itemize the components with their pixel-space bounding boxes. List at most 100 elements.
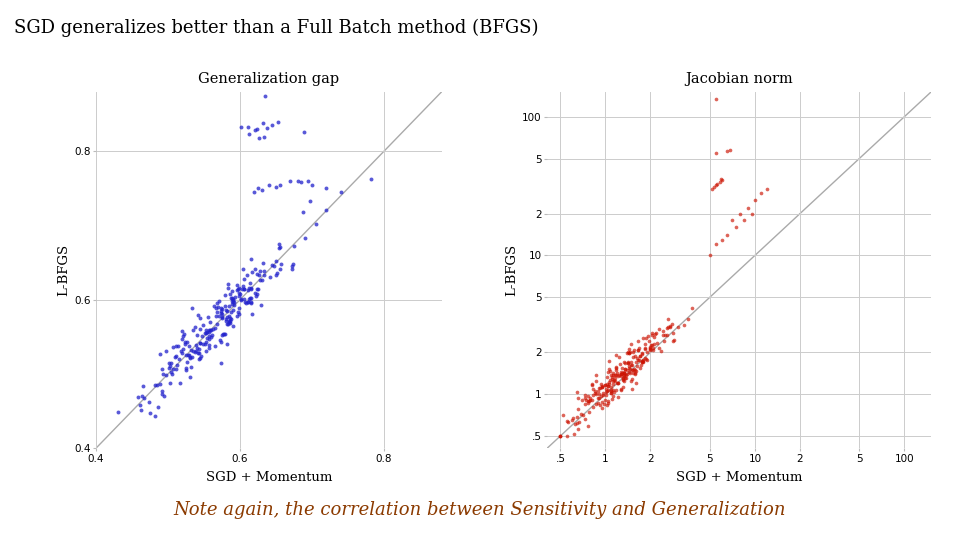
Point (590, 387, 606, 395)
Point (215, 330, 230, 339)
Y-axis label: L-BFGS: L-BFGS (57, 244, 70, 296)
Point (233, 295, 249, 304)
Point (595, 390, 611, 399)
Point (285, 260, 300, 268)
Point (598, 388, 613, 396)
Point (654, 346, 669, 355)
Point (747, 196, 762, 205)
Point (599, 384, 614, 393)
Point (257, 91, 273, 100)
Point (608, 376, 623, 385)
Point (600, 381, 615, 390)
Point (594, 382, 610, 391)
Point (223, 314, 238, 323)
Point (177, 329, 192, 338)
Point (201, 326, 216, 335)
Point (609, 362, 624, 371)
Point (580, 392, 595, 400)
Point (656, 330, 671, 339)
Point (598, 390, 613, 399)
Point (660, 330, 675, 339)
Point (569, 413, 585, 421)
Point (613, 372, 629, 380)
Point (647, 330, 662, 339)
Point (553, 431, 568, 440)
Point (633, 352, 648, 360)
Point (660, 323, 676, 332)
Point (714, 235, 730, 244)
Point (618, 374, 634, 382)
Point (231, 309, 247, 318)
Point (606, 370, 621, 379)
Point (174, 347, 189, 356)
Point (628, 369, 643, 377)
Point (627, 364, 642, 373)
Point (192, 325, 207, 333)
Point (620, 348, 636, 356)
Point (232, 290, 248, 299)
Point (626, 346, 641, 354)
Point (582, 396, 597, 405)
Point (271, 118, 286, 127)
Point (199, 328, 214, 336)
Point (262, 272, 277, 281)
Point (594, 383, 610, 391)
Point (732, 210, 748, 218)
Point (614, 363, 630, 372)
Point (176, 345, 191, 353)
Point (197, 328, 212, 337)
Point (220, 284, 235, 292)
Point (191, 345, 206, 354)
Point (213, 358, 228, 367)
Point (628, 366, 643, 374)
Point (577, 414, 592, 423)
Point (269, 270, 284, 279)
Point (199, 334, 214, 343)
Point (182, 373, 198, 382)
Point (225, 306, 240, 314)
Point (565, 414, 581, 422)
Point (616, 372, 632, 380)
Point (708, 148, 724, 157)
Point (574, 396, 589, 404)
Point (236, 285, 252, 293)
Point (221, 311, 236, 320)
Point (594, 397, 610, 406)
Point (623, 364, 638, 373)
Point (617, 359, 633, 367)
Point (622, 368, 637, 376)
Point (179, 350, 194, 359)
Point (608, 370, 623, 379)
Point (231, 303, 247, 312)
Point (599, 380, 614, 388)
Point (296, 208, 311, 217)
Point (603, 387, 618, 396)
Point (217, 330, 232, 339)
Point (220, 320, 235, 328)
Point (566, 430, 582, 439)
Point (302, 197, 318, 206)
Point (221, 317, 236, 326)
Point (702, 251, 717, 260)
Point (215, 312, 230, 321)
Point (581, 399, 596, 407)
Point (264, 261, 279, 269)
Point (628, 357, 643, 366)
Text: Note again, the correlation between Sensitivity and Generalization: Note again, the correlation between Sens… (174, 501, 786, 519)
Point (156, 369, 171, 378)
Point (740, 204, 756, 212)
Point (676, 321, 691, 329)
Point (605, 392, 620, 400)
Point (238, 298, 253, 306)
Point (147, 381, 162, 389)
Point (156, 392, 172, 400)
Point (237, 274, 252, 283)
Point (213, 338, 228, 347)
Point (213, 307, 228, 315)
Point (619, 370, 635, 379)
Point (204, 333, 219, 341)
Point (223, 313, 238, 322)
Point (308, 219, 324, 228)
Point (597, 395, 612, 404)
Point (624, 384, 639, 393)
